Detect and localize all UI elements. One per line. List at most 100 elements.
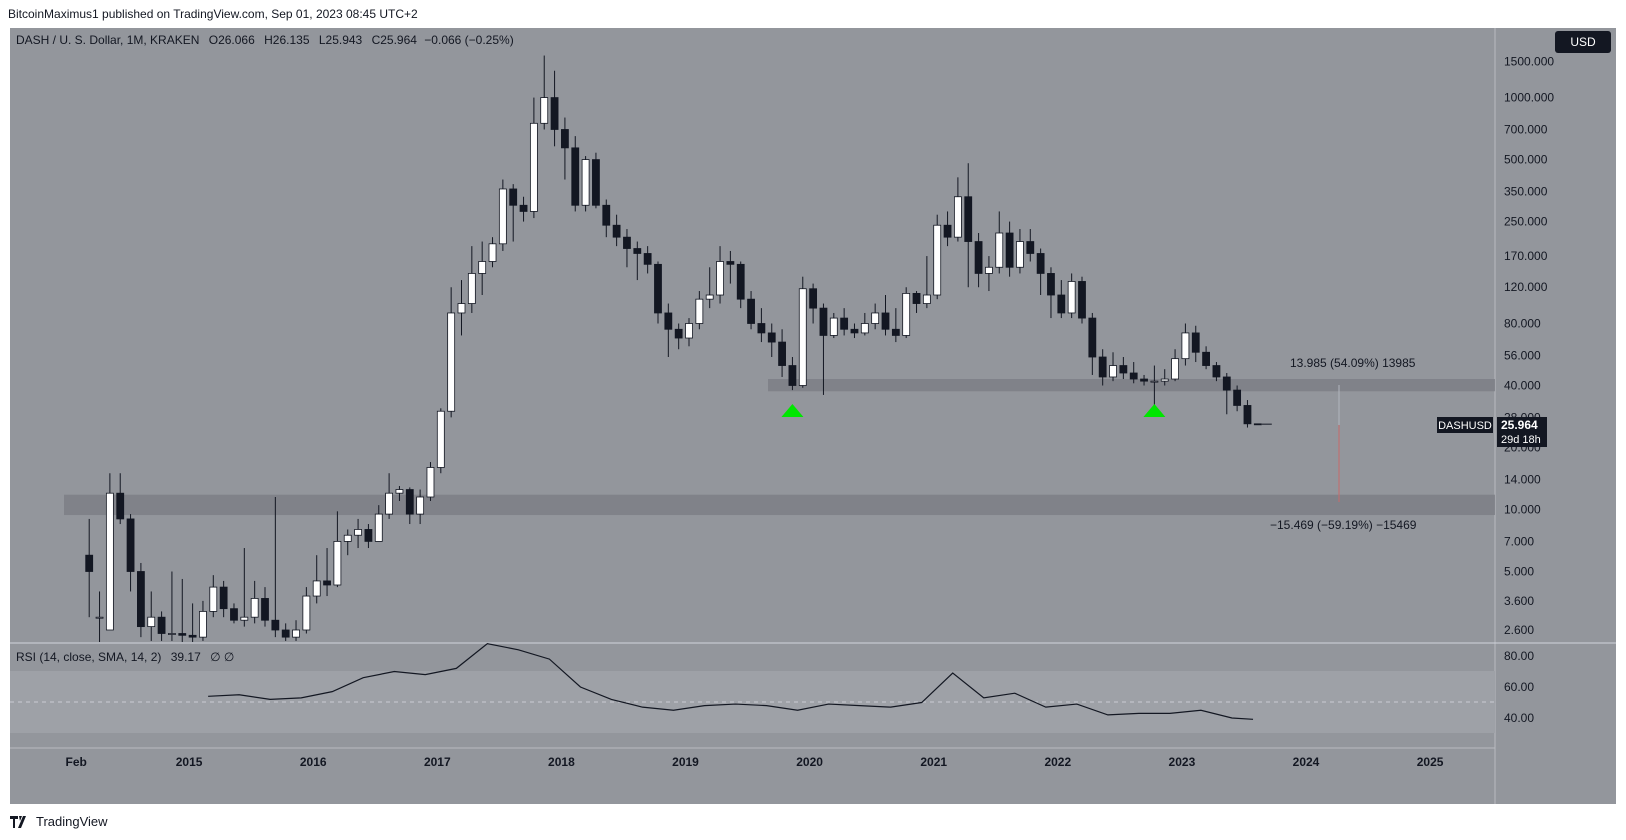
candle	[1243, 400, 1252, 428]
candle	[1150, 365, 1159, 409]
time-axis-label: 2025	[1417, 755, 1444, 769]
candle	[623, 229, 631, 268]
candle	[1233, 385, 1242, 412]
open-label: O	[209, 33, 218, 47]
bull-candle-body	[985, 266, 993, 274]
bull-candle-body	[995, 232, 1004, 268]
bull-candle-body	[1067, 281, 1076, 314]
candle	[1202, 346, 1210, 370]
bull-candle-body	[199, 611, 207, 638]
bear-candle-body	[623, 236, 631, 249]
candle	[561, 117, 569, 180]
bull-candle-body	[860, 323, 869, 334]
candle	[126, 514, 135, 592]
currency-button[interactable]: USD	[1555, 31, 1611, 53]
time-axis-label: 2019	[672, 755, 699, 769]
bear-candle-body	[271, 619, 280, 631]
candle	[354, 518, 362, 549]
candle	[654, 261, 662, 324]
price-axis-label: 500.000	[1504, 153, 1548, 167]
bull-candle-body	[488, 243, 497, 262]
price-tag-value: 25.964	[1501, 418, 1538, 432]
time-axis-label: 2016	[300, 755, 327, 769]
bull-candle-body	[1160, 378, 1169, 382]
candle	[819, 303, 828, 395]
candle	[788, 357, 797, 391]
bear-candle-body	[643, 253, 652, 265]
bull-candle-body	[529, 122, 538, 212]
candle	[1047, 267, 1055, 319]
candle	[912, 291, 921, 313]
high-value: 26.135	[273, 33, 310, 47]
bear-candle-body	[1233, 389, 1242, 406]
candle	[292, 620, 300, 641]
bear-candle-body	[1140, 378, 1148, 382]
candle	[529, 97, 538, 219]
publish-header: BitcoinMaximus1 published on TradingView…	[0, 0, 1626, 28]
svg-text:RSI (14, close, SMA, 14, 2): RSI (14, close, SMA, 14, 2) 39.17 ∅ ∅	[16, 650, 234, 664]
signal-markers	[781, 404, 1166, 697]
bear-candle-body	[592, 159, 600, 206]
bear-candle-body	[612, 224, 621, 238]
bull-candle-body	[829, 317, 838, 336]
candle	[602, 199, 611, 238]
candle	[1109, 352, 1117, 382]
candle	[447, 287, 456, 418]
candle	[592, 152, 600, 209]
candle	[922, 256, 931, 309]
bear-candle-body	[788, 365, 797, 386]
candle	[550, 70, 559, 147]
candle	[747, 291, 755, 330]
rsi-label: RSI (14, close, SMA, 14, 2)	[16, 650, 161, 664]
bear-candle-body	[1036, 253, 1045, 274]
bull-candle-body	[374, 513, 383, 542]
price-axis-label: 14.000	[1504, 472, 1541, 486]
bear-candle-body	[1005, 232, 1014, 268]
publisher-line: BitcoinMaximus1 published on TradingView…	[8, 7, 418, 21]
support-zone	[768, 379, 1495, 392]
price-axis-area[interactable]	[1495, 28, 1616, 776]
time-axis-label: 2018	[548, 755, 575, 769]
candle	[767, 323, 776, 358]
rsi-band	[10, 671, 1495, 733]
price-axis-label: 5.000	[1504, 565, 1534, 579]
candle	[1016, 229, 1024, 274]
bear-candle-body	[964, 196, 973, 242]
bull-candle-body	[1171, 358, 1179, 380]
candle	[426, 462, 435, 501]
candle	[374, 505, 383, 542]
bear-candle-body	[850, 328, 859, 334]
candles-group	[85, 55, 1272, 642]
candle	[953, 177, 962, 242]
footer-bar: TradingView	[0, 804, 1626, 840]
time-axis-label: 2020	[796, 755, 823, 769]
support-zone	[64, 494, 1495, 516]
bear-candle-body	[881, 312, 890, 330]
tradingview-brand[interactable]: TradingView	[10, 814, 108, 829]
bull-candle-body	[467, 273, 476, 304]
candle	[798, 276, 807, 388]
time-axis-area[interactable]	[10, 776, 1616, 804]
bear-candle-body	[1057, 294, 1066, 314]
bear-candle-body	[1191, 332, 1200, 353]
candle	[1212, 362, 1221, 382]
bear-candle-body	[633, 248, 642, 254]
candle	[467, 246, 476, 313]
candle	[716, 246, 724, 304]
candle	[219, 580, 228, 618]
candle	[478, 241, 487, 296]
price-tag-countdown: 29d 18h	[1501, 434, 1541, 446]
candle	[271, 496, 280, 638]
price-axis-label: 80.000	[1504, 317, 1541, 331]
bull-candle-body	[922, 294, 931, 304]
svg-text:DASH / U. S. Dollar, 1M, KRAKE: DASH / U. S. Dollar, 1M, KRAKEN O26.066 …	[16, 33, 514, 47]
bear-candle-body	[1026, 241, 1035, 254]
candle	[736, 261, 745, 309]
time-axis-label: 2023	[1169, 755, 1196, 769]
candle	[312, 555, 321, 604]
candle	[860, 312, 869, 336]
candle	[1119, 357, 1128, 380]
bear-candle-body	[116, 492, 125, 520]
symbol-title: DASH / U. S. Dollar, 1M, KRAKEN	[16, 33, 199, 47]
